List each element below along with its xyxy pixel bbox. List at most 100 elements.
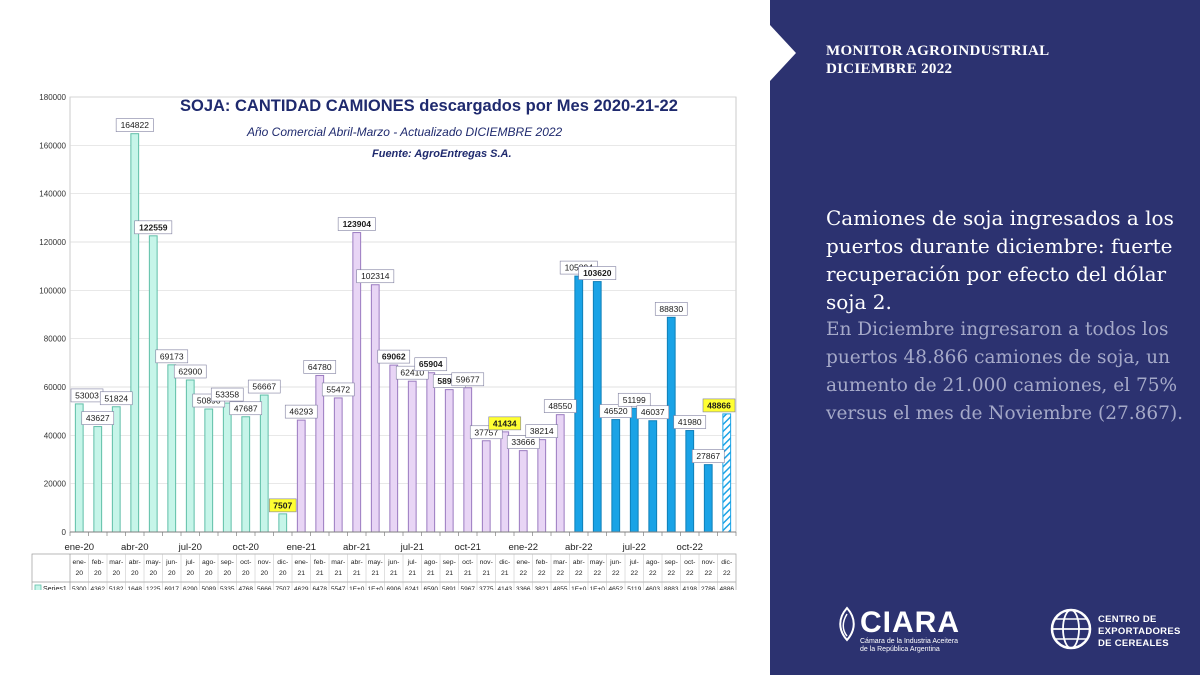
table-value: 5666 [257, 586, 272, 590]
data-table [31, 553, 737, 590]
table-value: 1E+0 [349, 586, 365, 590]
table-value: 6906 [387, 586, 402, 590]
bar-nov-21 [481, 440, 491, 533]
plot-area [69, 96, 737, 533]
data-label: 38214 [530, 426, 554, 436]
cec-line-2: EXPORTADORES [1098, 626, 1181, 637]
data-label-box [451, 372, 485, 387]
bar-nov-20 [259, 394, 269, 533]
table-month: jul- [407, 559, 417, 566]
table-month: oct- [684, 559, 695, 566]
bar-jul-22 [629, 407, 639, 533]
bar-may-21 [370, 284, 380, 533]
table-year: 21 [408, 570, 416, 577]
y-tick-label: 160000 [39, 141, 66, 150]
data-label: 64780 [308, 362, 332, 372]
table-value: 5335 [220, 586, 235, 590]
data-label: 65904 [419, 359, 443, 369]
body-text: En Diciembre ingresaron a todos los puer… [826, 319, 1184, 424]
x-axis-label: jul-20 [178, 542, 202, 553]
data-label-box [636, 405, 670, 420]
data-label-box [303, 360, 337, 374]
data-label-box [155, 349, 189, 364]
cec-line-3: DE CEREALES [1098, 638, 1169, 649]
data-label-box [673, 415, 707, 429]
table-year: 22 [723, 570, 731, 577]
table-year: 21 [334, 570, 342, 577]
bar-feb-21 [315, 374, 325, 533]
table-value: 4143 [498, 586, 513, 590]
panel-notch [770, 25, 796, 81]
y-tick-label: 20000 [44, 480, 67, 489]
y-tick-label: 100000 [39, 286, 66, 295]
data-label: 62900 [178, 366, 202, 376]
monitor-heading: MONITOR AGROINDUSTRIAL DICIEMBRE 2022 [826, 42, 1049, 78]
x-axis-label: abr-21 [343, 542, 370, 553]
table-value: 5967 [461, 586, 476, 590]
bar-mar-20 [111, 406, 121, 533]
table-value: 4603 [646, 586, 661, 590]
data-label: 164822 [121, 120, 150, 130]
table-month: mar- [109, 559, 123, 566]
bar-ago-22 [648, 420, 658, 533]
table-value: 2786 [701, 586, 716, 590]
table-month: ene- [294, 559, 308, 566]
data-label: 33666 [511, 437, 535, 447]
table-month: feb- [314, 559, 326, 566]
table-value: 7507 [276, 586, 291, 590]
data-label: 102314 [361, 271, 390, 281]
data-label: 37757 [474, 427, 498, 437]
x-axis-label: jul-21 [400, 542, 424, 553]
table-value: 5182 [109, 586, 124, 590]
table-year: 20 [186, 570, 194, 577]
bar-jun-22 [611, 419, 621, 533]
data-label: 51199 [623, 395, 646, 405]
table-year: 22 [630, 570, 638, 577]
bar-nov-22 [703, 464, 713, 533]
table-year: 21 [371, 570, 379, 577]
data-label: 122559 [139, 222, 168, 232]
table-value: 1225 [146, 586, 161, 590]
table-year: 20 [279, 570, 287, 577]
headline: Camiones de soja ingresados a los puerto… [826, 206, 1174, 314]
table-month: ago- [424, 559, 438, 566]
table-value: 4629 [294, 586, 309, 590]
x-axis-label: abr-22 [565, 542, 592, 553]
table-year: 21 [316, 570, 324, 577]
data-label: 27867 [696, 451, 720, 461]
cec-line-1: CENTRO DE [1098, 614, 1157, 625]
table-year: 21 [501, 570, 509, 577]
table-value: 4198 [683, 586, 698, 590]
y-tick-label: 120000 [39, 238, 66, 247]
table-value: 4768 [239, 586, 254, 590]
table-value: 5891 [442, 586, 457, 590]
table-year: 20 [94, 570, 102, 577]
data-label-box [356, 269, 395, 284]
table-year: 22 [612, 570, 620, 577]
data-label: 62410 [400, 368, 424, 378]
table-year: 21 [353, 570, 361, 577]
data-label-box [543, 399, 577, 413]
data-label: 53003 [75, 390, 99, 400]
x-axis-label: ene-21 [286, 542, 316, 553]
data-label: 59677 [456, 374, 480, 384]
data-label: 41980 [678, 417, 702, 427]
bar-feb-20 [93, 426, 103, 533]
table-month: jun- [387, 559, 399, 566]
bar-sep-21 [444, 389, 454, 533]
table-year: 20 [149, 570, 157, 577]
table-month: dic- [721, 559, 732, 566]
data-label-box [377, 349, 411, 364]
data-label-box [284, 404, 318, 419]
table-month: mar- [553, 559, 567, 566]
data-label-box [247, 379, 281, 394]
table-value: 1E+0 [590, 586, 606, 590]
data-label-box [321, 382, 355, 397]
chart-source: Fuente: AgroEntregas S.A. [372, 148, 512, 160]
bar-jun-20 [167, 364, 177, 533]
data-label-box [525, 424, 559, 438]
data-label: 58917 [437, 376, 461, 386]
data-label: 46037 [641, 407, 665, 417]
table-year: 20 [75, 570, 83, 577]
table-year: 22 [575, 570, 583, 577]
